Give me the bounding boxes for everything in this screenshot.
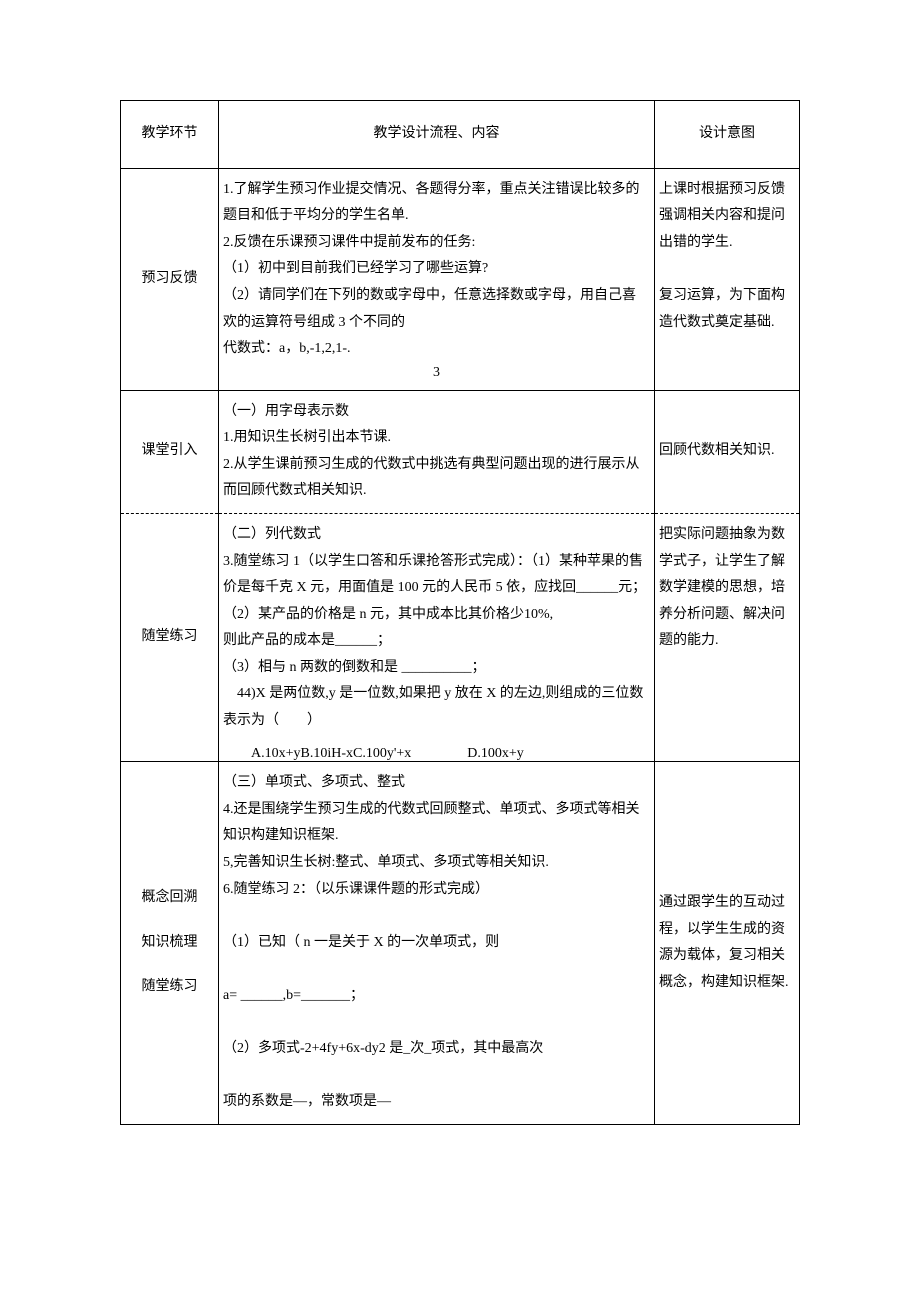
options-row: A.10x+yB.10iH-xC.100y'+x D.100x+y	[223, 741, 648, 762]
intent-cell: 上课时根据预习反馈强调相关内容和提问出错的学生. 复习运算，为下面构造代数式奠定…	[655, 168, 800, 390]
content-cell: 1.了解学生预习作业提交情况、各题得分率，重点关注错误比较多的题目和低于平均分的…	[219, 168, 655, 390]
content-text: 5,完善知识生长树:整式、单项式、多项式等相关知识.	[223, 855, 549, 870]
header-stage: 教学环节	[121, 101, 219, 169]
content-text: （一）用字母表示数	[223, 404, 349, 419]
intent-cell: 回顾代数相关知识.	[655, 390, 800, 513]
content-text: 3.随堂练习 1（以学生口答和乐课抢答形式完成）：（1）某种苹果的售价是每千克 …	[223, 554, 646, 596]
content-text: 项的系数是—，常数项是—	[223, 1094, 391, 1109]
stage-label: 随堂练习	[129, 974, 210, 1001]
intent-text: 通过跟学生的互动过程，以学生生成的资源为载体，复习相关概念，构建知识框架.	[659, 895, 789, 990]
content-cell: （二）列代数式 3.随堂练习 1（以学生口答和乐课抢答形式完成）：（1）某种苹果…	[219, 513, 655, 761]
header-intent: 设计意图	[655, 101, 800, 169]
content-text: 4.还是围绕学生预习生成的代数式回顾整式、单项式、多项式等相关知识构建知识框架.	[223, 802, 640, 844]
content-text: 1.用知识生长树引出本节课.	[223, 430, 391, 445]
intent-text: 复习运算，为下面构造代数式奠定基础.	[659, 288, 785, 330]
content-text: 3	[225, 363, 648, 382]
content-text: 则此产品的成本是______；	[223, 633, 391, 648]
content-cell: （三）单项式、多项式、整式 4.还是围绕学生预习生成的代数式回顾整式、单项式、多…	[219, 762, 655, 1125]
content-cell: （一）用字母表示数 1.用知识生长树引出本节课. 2.从学生课前预习生成的代数式…	[219, 390, 655, 513]
content-text: （1）初中到目前我们已经学习了哪些运算?	[223, 261, 488, 276]
content-text: a= ______,b=_______；	[223, 988, 364, 1003]
content-text: 44)X 是两位数,y 是一位数,如果把 y 放在 X 的左边,则组成的三位数表…	[223, 686, 643, 728]
content-text: （1）已知（ n 一是关于 X 的一次单项式，则	[223, 935, 499, 950]
intent-cell: 把实际问题抽象为数学式子，让学生了解数学建模的思想，培养分析问题、解决问题的能力…	[655, 513, 800, 761]
lesson-plan-table: 教学环节 教学设计流程、内容 设计意图 预习反馈 1.了解学生预习作业提交情况、…	[120, 100, 800, 1125]
intent-text: 回顾代数相关知识.	[659, 443, 775, 458]
content-text: （3）相与 n 两数的倒数和是 __________；	[223, 660, 486, 675]
content-text: 6.随堂练习 2：（以乐课课件题的形式完成）	[223, 882, 489, 897]
stage-cell: 课堂引入	[121, 390, 219, 513]
content-text: 2.从学生课前预习生成的代数式中挑选有典型问题出现的进行展示从而回顾代数式相关知…	[223, 457, 640, 499]
intent-text: 上课时根据预习反馈强调相关内容和提问出错的学生.	[659, 182, 785, 250]
stage-cell: 概念回溯 知识梳理 随堂练习	[121, 762, 219, 1125]
table-row: 随堂练习 （二）列代数式 3.随堂练习 1（以学生口答和乐课抢答形式完成）：（1…	[121, 513, 800, 761]
stage-label: 概念回溯	[129, 885, 210, 912]
content-text: （2）多项式-2+4fy+6x-dy2 是_次_项式，其中最高次	[223, 1041, 543, 1056]
content-text: （二）列代数式	[223, 527, 321, 542]
table-row: 课堂引入 （一）用字母表示数 1.用知识生长树引出本节课. 2.从学生课前预习生…	[121, 390, 800, 513]
intent-cell: 通过跟学生的互动过程，以学生生成的资源为载体，复习相关概念，构建知识框架.	[655, 762, 800, 1125]
content-text: （三）单项式、多项式、整式	[223, 775, 405, 790]
stage-cell: 随堂练习	[121, 513, 219, 761]
content-text: A.10x+yB.10iH-xC.100y'+x D.100x+y	[223, 746, 524, 761]
stage-label: 知识梳理	[129, 930, 210, 957]
table-row: 概念回溯 知识梳理 随堂练习 （三）单项式、多项式、整式 4.还是围绕学生预习生…	[121, 762, 800, 1125]
document-page: 教学环节 教学设计流程、内容 设计意图 预习反馈 1.了解学生预习作业提交情况、…	[0, 0, 920, 1185]
stage-cell: 预习反馈	[121, 168, 219, 390]
table-row: 预习反馈 1.了解学生预习作业提交情况、各题得分率，重点关注错误比较多的题目和低…	[121, 168, 800, 390]
formula-line: 代数式：a，b,-1,2,1-.	[223, 336, 648, 363]
header-content: 教学设计流程、内容	[219, 101, 655, 169]
table-header-row: 教学环节 教学设计流程、内容 设计意图	[121, 101, 800, 169]
content-text: 1.了解学生预习作业提交情况、各题得分率，重点关注错误比较多的题目和低于平均分的…	[223, 182, 640, 224]
content-text: 2.反馈在乐课预习课件中提前发布的任务:	[223, 235, 475, 250]
content-text: 代数式：a，b,-1,2,1-.	[223, 336, 351, 363]
intent-text: 把实际问题抽象为数学式子，让学生了解数学建模的思想，培养分析问题、解决问题的能力…	[659, 527, 785, 648]
content-text: （2）某产品的价格是 n 元，其中成本比其价格少10%,	[223, 607, 553, 622]
content-text: （2）请同学们在下列的数或字母中，任意选择数或字母，用自己喜欢的运算符号组成 3…	[223, 288, 636, 330]
